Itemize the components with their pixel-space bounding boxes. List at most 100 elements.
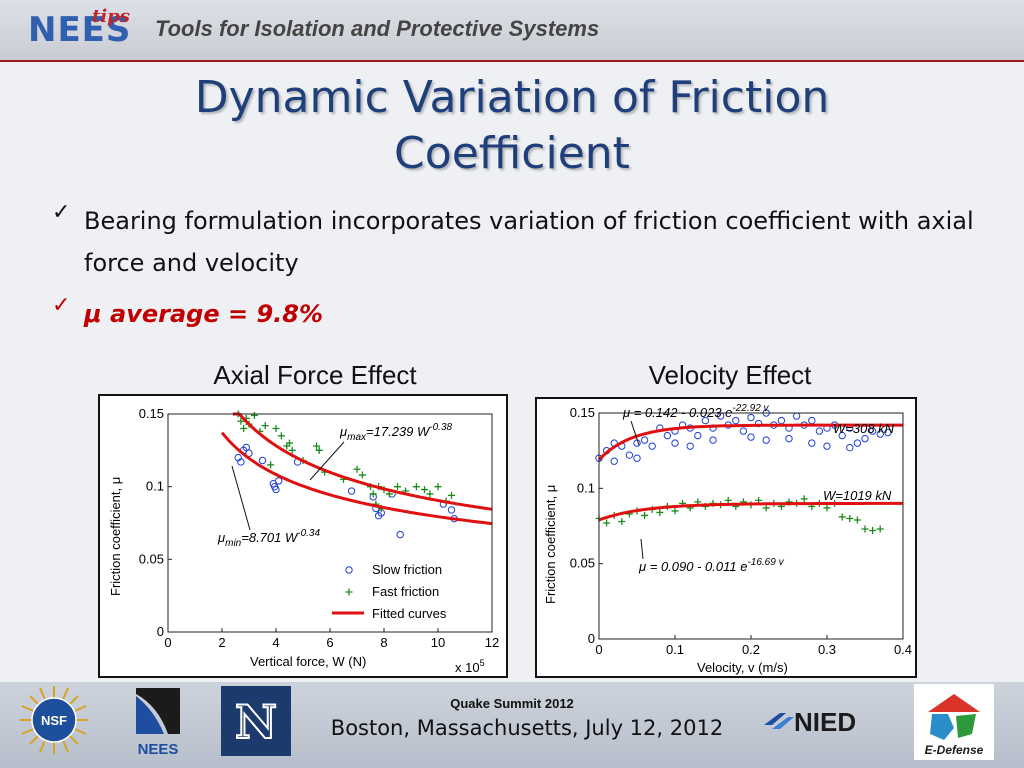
slow-friction-point [640,436,649,444]
fast-friction-point [603,519,611,527]
nees-footer-logo: NEES [128,686,190,758]
plot-frame [598,412,904,640]
y-axis-label: Friction coefficient, μ [543,485,558,604]
x-tick-label: 0 [164,635,171,650]
bullet-1-text: Bearing formulation incorporates variati… [84,207,974,277]
fast-friction-point [869,527,877,535]
slow-friction-point [625,451,634,459]
fast-friction-point [240,425,248,433]
legend-label: Fitted curves [372,606,447,621]
x-tick-label: 0.2 [742,642,760,657]
svg-text:E-Defense: E-Defense [925,743,984,757]
y-tick-label: 0.05 [139,551,164,566]
nied-logo-icon: NIED [764,707,856,737]
slow-friction-point [242,443,251,452]
nees-logo: NEES [28,10,132,50]
y-tick-label: 0.05 [570,556,595,571]
slow-friction-point [861,434,869,443]
footer-place: Boston, Massachusetts, July 12, 2012 [330,716,724,740]
x-tick-label: 0.1 [666,642,684,657]
fast-friction-point [358,471,366,479]
slow-friction-point [846,443,854,452]
slow-friction-point [671,439,679,447]
chart-1-heading: Axial Force Effect [213,360,417,390]
fast-friction-point [353,465,361,473]
slow-friction-point [792,412,801,420]
fast-friction-point [641,511,649,519]
velocity-fit-1019-annotation: μ = 0.090 - 0.011 e-16.69 v [638,557,785,574]
fitted-curves [597,423,903,522]
legend-fast-marker [345,588,353,596]
slow-friction-point [275,477,283,485]
x-tick-label: 10 [431,635,445,650]
mu-max-annotation: μmax=17.239 W-0.38 [339,422,453,443]
fast-friction-point [861,525,869,533]
slow-friction-point [237,458,245,466]
x-axis-label: Vertical force, W (N) [250,654,366,669]
chart-velocity-svg: 0 0.1 0.2 0.3 0.4 0 0.05 0.1 0.15 Velocity, v (m… [543,403,912,675]
header-bar: NEES tips Tools for Isolation and Protec… [0,0,1024,62]
footer-event: Quake Summit 2012 [450,696,574,711]
fast-friction-point [434,483,442,491]
x-axis-label: Velocity, v (m/s) [697,660,788,675]
x-tick-label: 4 [272,635,279,650]
slow-friction-point [739,427,748,435]
svg-text:N: N [235,695,277,749]
fast-friction-point [250,411,258,419]
slow-friction-point [762,436,770,444]
x-tick-label: 2 [218,635,225,650]
slow-friction-point [747,433,755,441]
fast-friction-point [369,490,377,498]
slow-friction-point [823,442,831,450]
slow-friction-point [648,442,656,450]
fast-friction-point [876,525,884,533]
fast-friction-point [426,490,434,498]
slow-friction-point [815,427,824,435]
slow-friction-point [270,482,279,491]
chart-axial-force-svg: 0 2 4 6 8 10 12 0 0.05 0.1 0.15 Vertical force, W … [108,406,499,675]
legend-label: Fast friction [372,584,439,599]
fast-friction-point [671,507,679,515]
slow-friction-point [868,427,877,435]
slow-friction-point [633,439,641,447]
fast-friction-point [313,442,320,450]
svg-text:NEES: NEES [138,741,179,758]
plot-frame [167,413,493,633]
nied-logo: NIED [762,703,882,737]
slow-friction-point [610,457,618,465]
y-tick-label: 0 [588,631,595,646]
slow-friction-point [884,428,892,437]
annotation-arrow [640,538,644,560]
slow-friction-point [396,530,404,539]
slow-friction-point [876,430,884,438]
chart-2-heading: Velocity Effect [648,360,812,390]
chart-legend: Slow friction Fast friction Fitted curves [332,562,447,621]
legend-label: Slow friction [372,562,442,577]
slow-friction-point [747,413,755,422]
annotation-arrow [231,465,251,531]
fast-friction-point [656,508,664,516]
svg-text:NIED: NIED [794,707,856,737]
fitted-curve-w-1019-kn [598,501,903,522]
fast-friction-point [267,461,275,469]
slow-friction-point [347,487,356,495]
velocity-fit-308-annotation: μ = 0.142 - 0.023 e-22.92 v [622,403,770,420]
x-multiplier: x 105 [455,658,485,675]
header-title: Tools for Isolation and Protective Syste… [155,16,600,41]
x-tick-label: 8 [380,635,387,650]
fast-friction-point [288,446,296,454]
fitted-curves [220,412,493,526]
fast-friction-point [286,439,293,447]
y-tick-label: 0.1 [577,480,595,495]
slow-friction-point [709,436,717,444]
nevada-logo: N [221,686,291,756]
chart-velocity: 0 0.1 0.2 0.3 0.4 0 0.05 0.1 0.15 Velocity, v (m… [535,397,917,678]
chart-axial-force: 0 2 4 6 8 10 12 0 0.05 0.1 0.15 Vertical force, W … [98,394,508,678]
fast-friction-point [448,491,455,499]
edefense-logo-icon: E-Defense [925,694,984,757]
fast-friction-point [846,514,854,522]
y-tick-label: 0 [157,624,164,639]
slide-title: Dynamic Variation of Friction Coefficien… [0,70,1024,182]
x-tick-label: 0.4 [894,642,912,657]
slow-friction-point [853,439,862,447]
